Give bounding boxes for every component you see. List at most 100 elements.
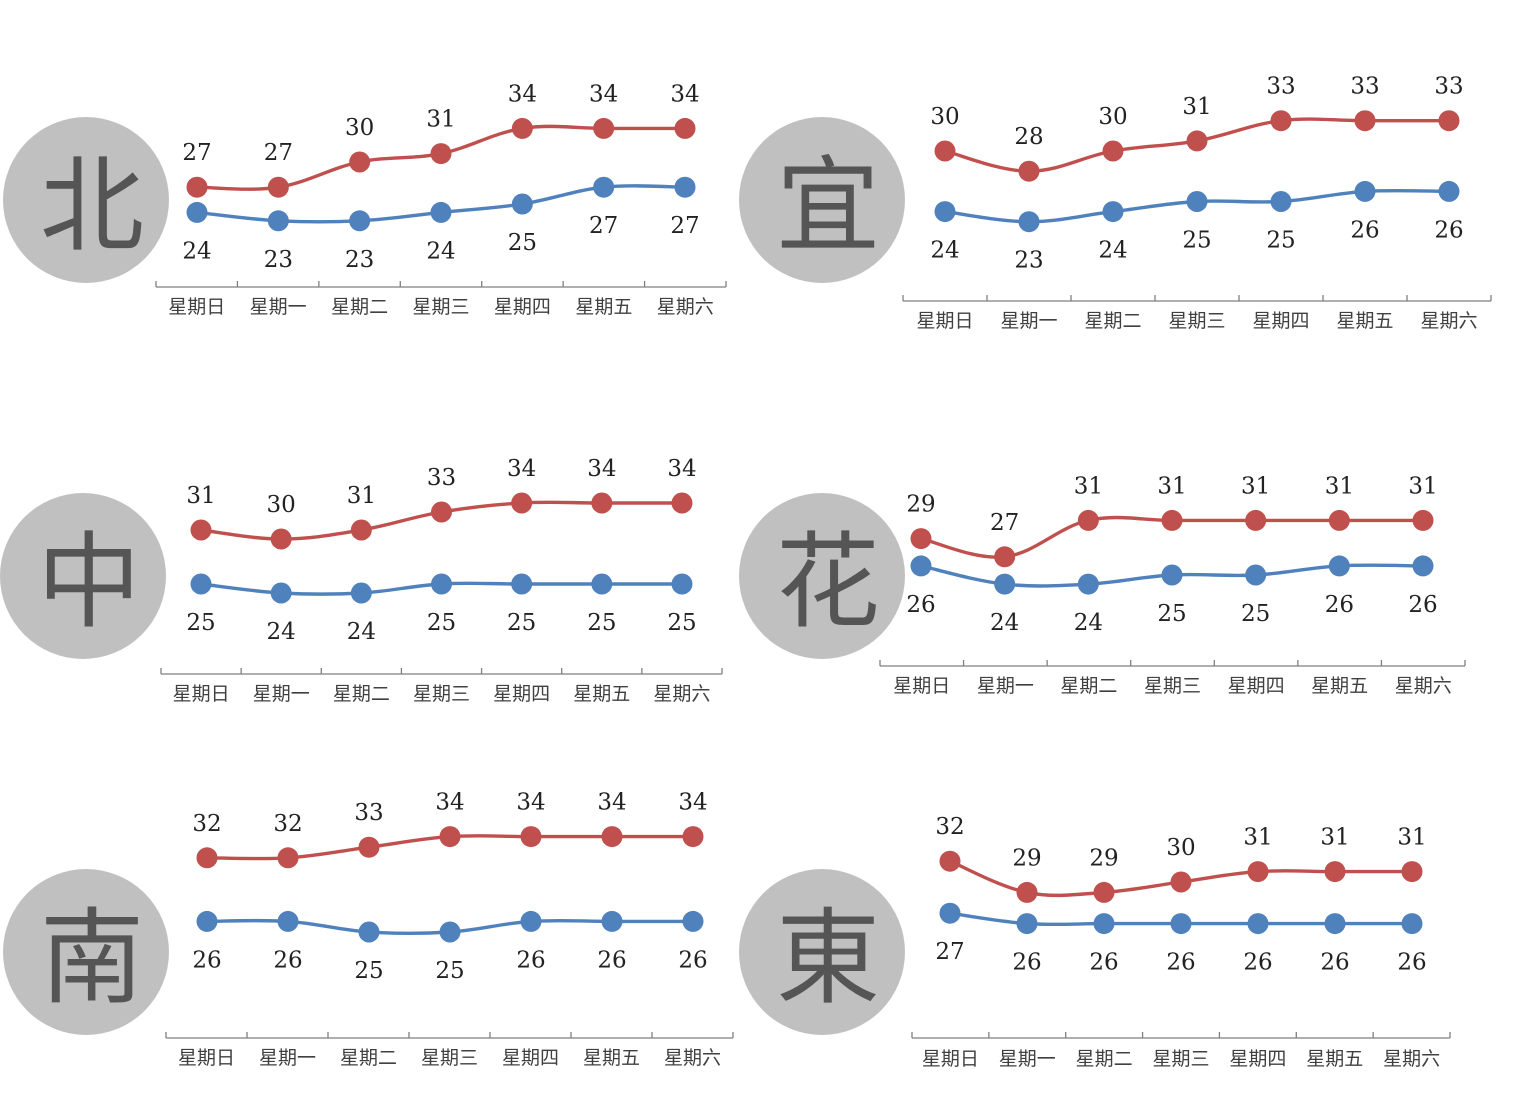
x-tick-label: 星期一 — [253, 683, 310, 705]
data-point-high — [270, 528, 292, 550]
x-tick-label: 星期三 — [413, 683, 470, 705]
data-point-low — [601, 910, 623, 932]
city-label: 北 — [40, 145, 144, 267]
x-tick-label: 星期六 — [664, 1047, 721, 1069]
x-tick-label: 星期二 — [1084, 310, 1141, 332]
data-label-low: 25 — [508, 230, 537, 256]
x-tick-label: 星期日 — [173, 683, 230, 705]
data-label-low: 26 — [1397, 950, 1426, 976]
data-label-high: 34 — [507, 456, 536, 482]
data-point-high — [1186, 130, 1208, 152]
city-badge-circle — [3, 869, 169, 1035]
x-tick-label: 星期日 — [178, 1047, 235, 1069]
x-tick-label: 星期三 — [412, 296, 469, 318]
data-label-low: 26 — [516, 947, 545, 973]
data-label-high: 31 — [186, 483, 215, 509]
data-point-high — [511, 492, 533, 514]
data-label-high: 31 — [1182, 94, 1211, 120]
data-point-high — [1161, 509, 1183, 531]
data-point-high — [431, 501, 452, 523]
data-point-high — [1093, 881, 1115, 903]
data-label-low: 24 — [347, 619, 376, 645]
data-label-high: 31 — [1325, 473, 1354, 499]
x-tick-label: 星期五 — [1311, 675, 1368, 697]
x-tick-label: 星期六 — [1420, 310, 1477, 332]
data-point-low — [1186, 191, 1208, 212]
data-point-low — [1102, 201, 1124, 223]
city-badge-circle — [3, 117, 169, 283]
data-point-high — [939, 850, 961, 872]
data-label-low: 26 — [1243, 950, 1272, 976]
data-label-high: 29 — [1012, 845, 1041, 871]
data-label-high: 30 — [267, 492, 296, 518]
x-tick-label: 星期六 — [653, 683, 710, 705]
data-label-low: 25 — [435, 958, 464, 984]
x-tick-label: 星期四 — [1228, 675, 1285, 697]
city-label: 中 — [37, 521, 141, 643]
data-point-high — [439, 826, 461, 848]
data-point-high — [358, 836, 380, 858]
data-label-high: 27 — [264, 140, 293, 166]
data-point-high — [934, 140, 956, 162]
x-tick-label: 星期五 — [573, 683, 630, 705]
data-point-high — [520, 826, 542, 848]
data-label-high: 31 — [1408, 473, 1437, 499]
data-point-low — [671, 573, 693, 595]
data-label-high: 34 — [516, 790, 545, 816]
data-point-high — [671, 492, 693, 514]
data-point-low — [1438, 180, 1460, 202]
data-label-low: 26 — [1320, 950, 1349, 976]
data-point-high — [1247, 861, 1269, 883]
data-point-low — [358, 921, 380, 943]
data-point-high — [601, 826, 623, 848]
data-point-high — [1018, 160, 1040, 182]
data-label-high: 29 — [1089, 845, 1118, 871]
data-point-low — [277, 910, 299, 932]
data-label-high: 31 — [1243, 825, 1272, 851]
data-label-high: 31 — [347, 483, 376, 509]
city-badge-circle — [739, 493, 905, 659]
x-tick-label: 星期四 — [1229, 1048, 1286, 1070]
data-label-low: 24 — [1098, 238, 1127, 264]
data-point-low — [1018, 211, 1040, 233]
data-point-low — [1270, 191, 1292, 212]
city-label: 南 — [40, 897, 144, 1019]
data-point-high — [350, 519, 372, 541]
data-point-high — [1102, 140, 1124, 162]
data-point-low — [1170, 913, 1192, 935]
data-label-high: 27 — [990, 510, 1019, 536]
data-label-low: 26 — [906, 592, 935, 618]
data-label-high: 31 — [1320, 825, 1349, 851]
data-point-low — [196, 910, 218, 932]
data-label-high: 33 — [1350, 74, 1379, 100]
data-label-low: 26 — [273, 947, 302, 973]
data-label-low: 25 — [427, 610, 456, 636]
data-point-high — [511, 117, 533, 139]
data-label-low: 27 — [935, 939, 964, 965]
data-label-low: 24 — [930, 238, 959, 264]
data-label-low: 25 — [1266, 228, 1295, 254]
city-label: 宜 — [776, 145, 880, 267]
data-label-low: 27 — [670, 213, 699, 239]
data-point-high — [1016, 881, 1038, 903]
data-label-low: 25 — [1157, 601, 1186, 627]
data-point-high — [1077, 509, 1099, 531]
data-point-high — [1412, 509, 1434, 531]
x-tick-label: 星期日 — [168, 296, 225, 318]
data-point-high — [1170, 871, 1192, 893]
data-label-low: 27 — [589, 213, 618, 239]
data-label-low: 24 — [1074, 610, 1103, 636]
data-point-low — [1247, 913, 1269, 935]
x-tick-label: 星期一 — [977, 675, 1034, 697]
data-point-low — [1324, 913, 1346, 935]
x-tick-label: 星期六 — [1383, 1048, 1440, 1070]
data-point-high — [190, 519, 212, 541]
data-point-low — [430, 201, 452, 223]
x-tick-label: 星期日 — [922, 1048, 979, 1070]
